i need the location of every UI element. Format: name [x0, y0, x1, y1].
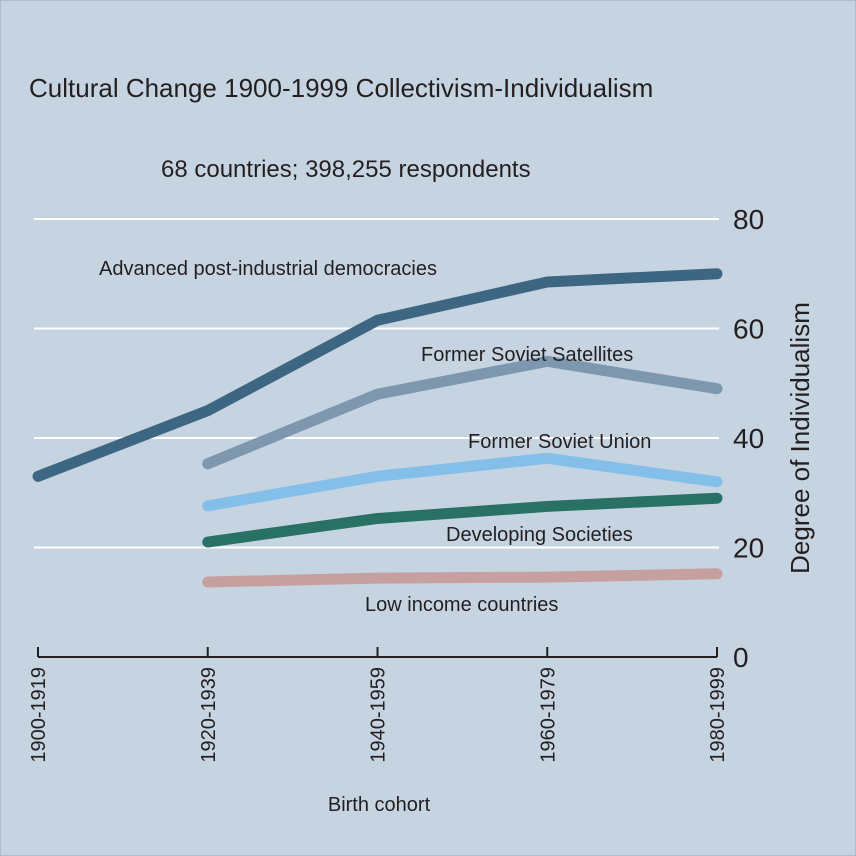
- series-line-1: [202, 355, 723, 470]
- series-label-satellites: Former Soviet Satellites: [421, 344, 633, 366]
- x-tick-label: 1980-1999: [707, 667, 729, 763]
- y-tick-label: 40: [733, 423, 764, 454]
- series-label-fsu: Former Soviet Union: [468, 431, 651, 453]
- series-line-4: [202, 568, 723, 588]
- series-label-low-income: Low income countries: [365, 594, 558, 616]
- y-tick-label: 80: [733, 204, 764, 235]
- x-axis-label: Birth cohort: [328, 794, 431, 816]
- y-tick-label: 20: [733, 533, 764, 564]
- x-tick-label: 1940-1959: [368, 667, 390, 763]
- y-tick-label: 0: [733, 642, 749, 673]
- series-label-advanced: Advanced post-industrial democracies: [99, 258, 437, 280]
- x-tick-label: 1900-1919: [28, 667, 50, 763]
- series-line-2: [202, 452, 723, 512]
- series-line-3: [202, 492, 723, 548]
- chart-title: Cultural Change 1900-1999 Collectivism-I…: [29, 73, 654, 103]
- chart-subtitle: 68 countries; 398,255 respondents: [161, 156, 531, 183]
- x-tick-label: 1960-1979: [537, 667, 559, 763]
- series-label-developing: Developing Societies: [446, 524, 633, 546]
- x-tick-label: 1920-1939: [198, 667, 220, 763]
- y-tick-label: 60: [733, 314, 764, 345]
- y-axis-label: Degree of Individualism: [785, 302, 815, 574]
